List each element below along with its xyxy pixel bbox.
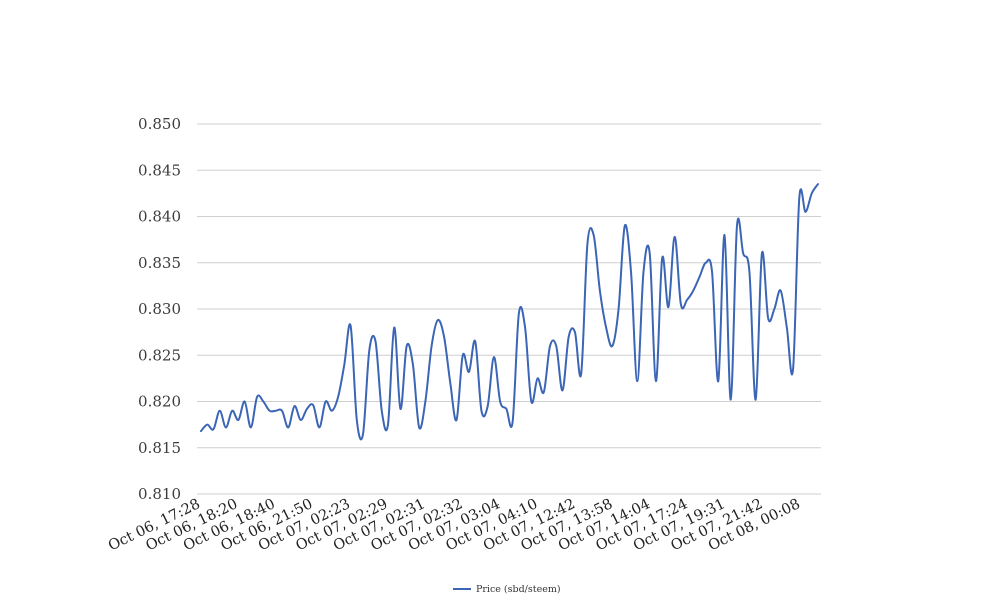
legend-label-price: Price (sbd/steem)	[476, 584, 561, 595]
y-tick-label: 0.835	[138, 254, 181, 272]
y-tick-label: 0.820	[138, 393, 181, 411]
gridlines	[197, 123, 821, 495]
y-tick-label: 0.830	[138, 300, 181, 318]
y-axis-tick-labels: 0.810 0.815 0.820 0.825 0.830 0.835 0.840 0.845…	[138, 115, 181, 503]
y-tick-label: 0.850	[138, 115, 181, 133]
y-tick-label: 0.815	[138, 439, 181, 457]
y-tick-label: 0.825	[138, 346, 181, 364]
y-tick-label: 0.845	[138, 161, 181, 179]
y-tick-label: 0.840	[138, 208, 181, 226]
price-series-line	[200, 183, 819, 441]
y-tick-label: 0.810	[138, 485, 181, 503]
legend[interactable]: Price (sbd/steem)	[453, 584, 561, 595]
